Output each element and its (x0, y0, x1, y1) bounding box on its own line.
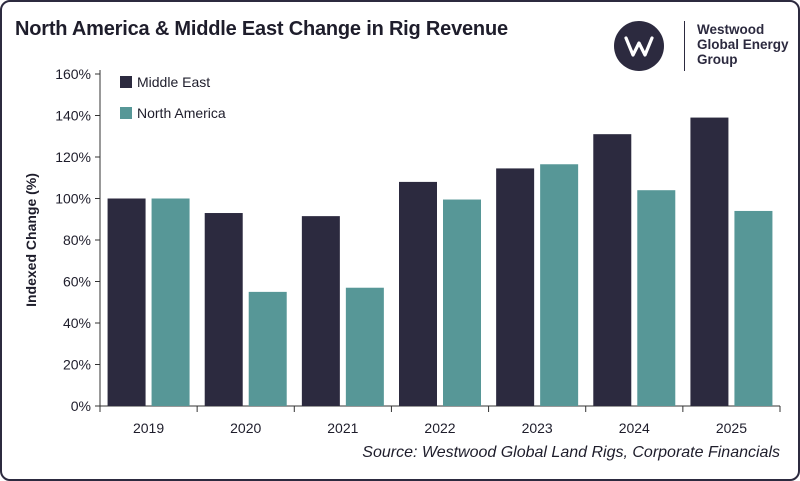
y-tick-label: 120% (55, 149, 91, 165)
x-tick-label: 2019 (133, 420, 164, 436)
legend-swatch-north-america (120, 107, 132, 119)
y-tick-label: 0% (71, 398, 91, 414)
x-tick-label: 2020 (230, 420, 261, 436)
y-tick-label: 140% (55, 108, 91, 124)
westwood-w-logo-icon (614, 21, 664, 71)
bar-north-america-2020 (248, 291, 287, 406)
logo-line-1: Westwood (697, 22, 765, 37)
bar-middle-east-2020 (204, 213, 243, 406)
bar-north-america-2024 (637, 190, 676, 406)
y-tick-label: 80% (63, 232, 91, 248)
y-tick-label: 100% (55, 191, 91, 207)
x-tick-label: 2023 (522, 420, 553, 436)
y-tick-label: 20% (63, 357, 91, 373)
westwood-logo: Westwood Global Energy Group (614, 18, 794, 74)
source-note: Source: Westwood Global Land Rigs, Corpo… (362, 444, 780, 461)
bar-middle-east-2023 (496, 168, 535, 406)
bar-north-america-2021 (345, 287, 384, 406)
x-tick-label: 2022 (424, 420, 455, 436)
bar-middle-east-2025 (690, 117, 729, 406)
logo-line-2: Global Energy (697, 37, 789, 52)
x-tick-label: 2025 (716, 420, 747, 436)
bar-middle-east-2021 (301, 216, 340, 406)
y-tick-label: 60% (63, 274, 91, 290)
legend-label-north-america: North America (137, 105, 226, 121)
legend-label-middle-east: Middle East (137, 74, 210, 90)
y-tick-label: 160% (55, 66, 91, 82)
bar-north-america-2022 (443, 199, 481, 406)
logo-divider (684, 21, 685, 71)
bar-north-america-2019 (151, 198, 190, 406)
bar-middle-east-2024 (593, 134, 632, 407)
chart-title: North America & Middle East Change in Ri… (15, 18, 508, 40)
bar-middle-east-2022 (399, 181, 437, 406)
bar-north-america-2023 (540, 164, 579, 406)
logo-line-3: Group (697, 52, 738, 67)
y-tick-label: 40% (63, 315, 91, 331)
bar-middle-east-2019 (107, 198, 146, 406)
logo-text: Westwood Global Energy Group (697, 22, 789, 67)
bar-north-america-2025 (734, 210, 773, 406)
legend-swatch-middle-east (120, 76, 132, 88)
x-tick-label: 2021 (327, 420, 358, 436)
y-axis-label: Indexed Change (%) (23, 173, 39, 307)
x-tick-label: 2024 (619, 420, 650, 436)
